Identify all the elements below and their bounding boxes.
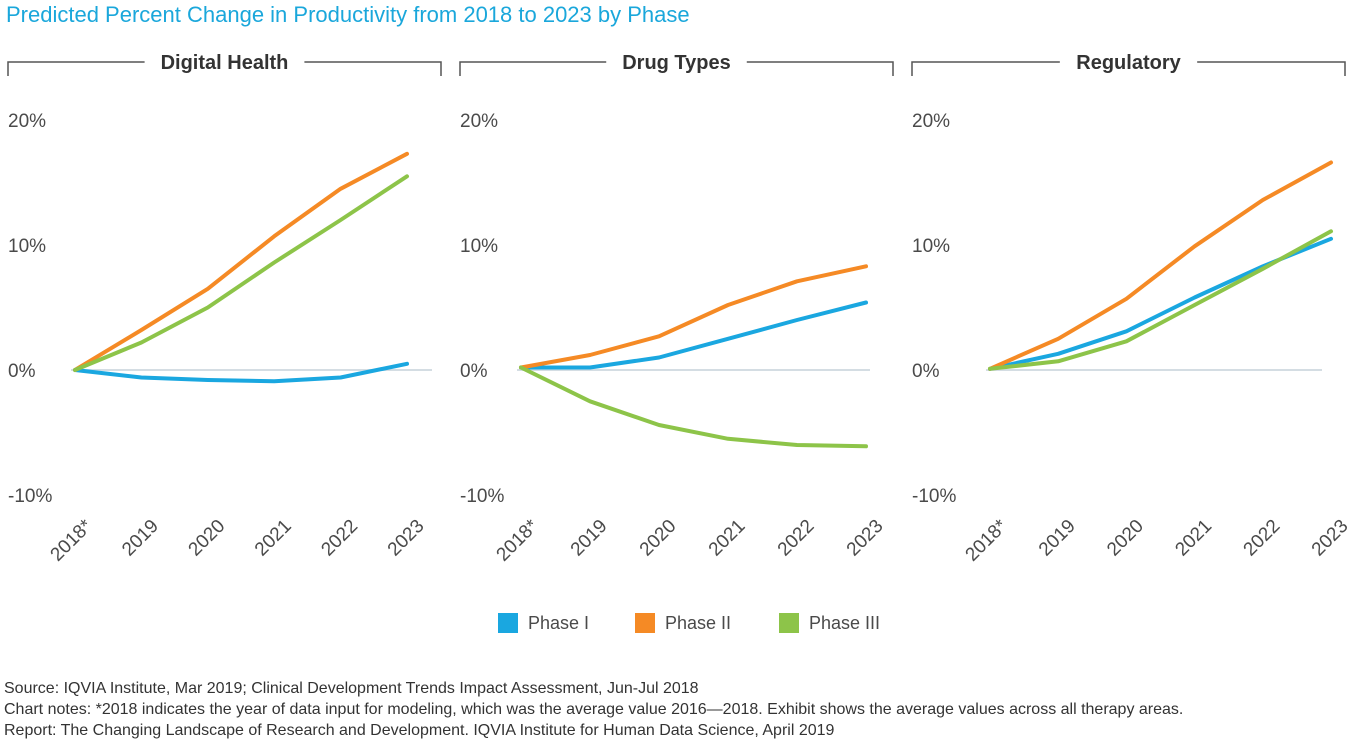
legend-label-phase-2: Phase II xyxy=(665,612,732,633)
x-tick-label: 2021 xyxy=(1171,516,1216,561)
legend-label-phase-3: Phase III xyxy=(809,612,881,633)
panel-bracket-right-drug-types xyxy=(746,61,894,76)
x-tick-label: 2021 xyxy=(251,516,296,561)
x-tick-label: 2022 xyxy=(774,516,819,561)
legend-swatch-phase-2 xyxy=(635,613,655,633)
y-tick-label: -10% xyxy=(912,486,956,507)
x-tick-label: 2022 xyxy=(317,516,362,561)
x-tick-label: 2023 xyxy=(384,516,429,561)
legend-swatch-phase-1 xyxy=(498,613,518,633)
chart-title: Predicted Percent Change in Productivity… xyxy=(6,2,690,27)
x-tick-label: 2022 xyxy=(1240,516,1285,561)
x-tick-label: 2018* xyxy=(493,515,543,565)
legend-item-phase-1: Phase I xyxy=(498,610,589,636)
panel-title-drug-types: Drug Types xyxy=(622,52,731,74)
x-tick-label: 2019 xyxy=(567,516,612,561)
x-tick-label: 2023 xyxy=(1308,516,1352,561)
series-line-drug-types-phase-1 xyxy=(519,300,868,370)
x-tick-label: 2020 xyxy=(185,516,230,561)
x-tick-label: 2019 xyxy=(1035,516,1080,561)
report-note: Report: The Changing Landscape of Resear… xyxy=(4,722,835,739)
series-line-drug-types-phase-3 xyxy=(519,365,868,449)
series-line-digital-health-phase-1 xyxy=(73,361,409,384)
series-line-regulatory-phase-3 xyxy=(988,229,1333,371)
x-tick-label: 2021 xyxy=(705,516,750,561)
chart-notes: Chart notes: *2018 indicates the year of… xyxy=(4,701,1184,718)
y-tick-label: 10% xyxy=(912,236,950,257)
footnotes: Source: IQVIA Institute, Mar 2019; Clini… xyxy=(4,678,1183,741)
y-tick-label: 10% xyxy=(460,236,498,257)
y-tick-label: 20% xyxy=(8,111,46,132)
legend-label-phase-1: Phase I xyxy=(528,612,590,633)
panel-bracket-left-digital-health xyxy=(7,61,145,76)
x-tick-label: 2020 xyxy=(636,516,681,561)
panel-bracket-left-regulatory xyxy=(911,61,1060,76)
x-tick-label: 2020 xyxy=(1103,516,1148,561)
series-line-digital-health-phase-2 xyxy=(73,151,409,372)
x-tick-label: 2018* xyxy=(962,515,1012,565)
y-tick-label: 0% xyxy=(8,361,36,382)
y-tick-label: 0% xyxy=(460,361,488,382)
legend-item-phase-3: Phase III xyxy=(779,610,880,636)
y-tick-label: 20% xyxy=(912,111,950,132)
legend: Phase I Phase II Phase III xyxy=(0,610,1352,636)
y-tick-label: 10% xyxy=(8,236,46,257)
panel-title-regulatory: Regulatory xyxy=(1076,52,1181,74)
source-note: Source: IQVIA Institute, Mar 2019; Clini… xyxy=(4,680,699,697)
charts-svg: Digital Health 20% 10% 0% -10% 2018* 2019 2020 2… xyxy=(7,52,1352,566)
x-tick-label: 2023 xyxy=(843,516,888,561)
series-line-drug-types-phase-2 xyxy=(519,264,868,370)
panel-bracket-left-drug-types xyxy=(459,61,607,76)
legend-item-phase-2: Phase II xyxy=(635,610,731,636)
y-tick-label: -10% xyxy=(460,486,504,507)
panel-title-digital-health: Digital Health xyxy=(161,52,289,74)
series-line-regulatory-phase-2 xyxy=(988,160,1333,371)
panel-bracket-right-regulatory xyxy=(1197,61,1346,76)
x-tick-label: 2019 xyxy=(118,516,163,561)
y-tick-label: 0% xyxy=(912,361,940,382)
y-tick-label: 20% xyxy=(460,111,498,132)
legend-swatch-phase-3 xyxy=(779,613,799,633)
panel-bracket-right-digital-health xyxy=(304,61,442,76)
x-tick-label: 2018* xyxy=(47,515,97,565)
y-tick-label: -10% xyxy=(8,486,52,507)
series-line-digital-health-phase-3 xyxy=(73,174,409,372)
